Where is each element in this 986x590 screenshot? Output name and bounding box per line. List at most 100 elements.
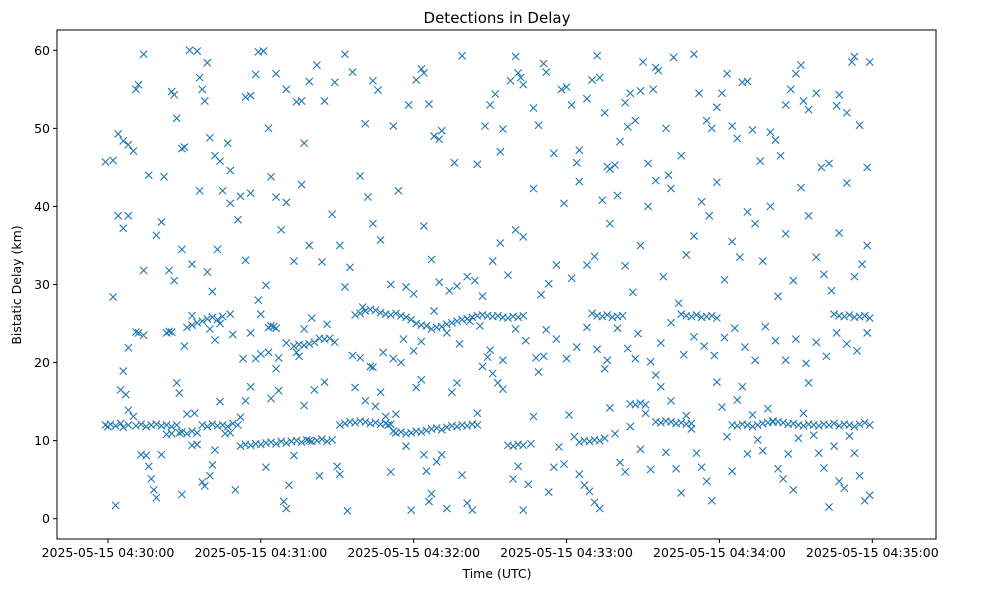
data-point bbox=[488, 257, 497, 266]
data-point bbox=[361, 396, 370, 405]
data-point bbox=[473, 421, 482, 430]
data-point bbox=[216, 319, 225, 328]
data-point bbox=[239, 354, 247, 363]
data-point bbox=[226, 310, 235, 319]
data-point bbox=[109, 156, 118, 165]
data-point bbox=[863, 163, 872, 172]
data-point bbox=[582, 260, 591, 269]
data-point bbox=[478, 362, 487, 371]
data-point bbox=[825, 421, 833, 430]
data-point bbox=[514, 313, 523, 322]
data-point bbox=[437, 126, 446, 135]
data-point bbox=[470, 276, 479, 285]
data-point bbox=[307, 314, 316, 323]
data-point bbox=[562, 83, 571, 91]
data-point bbox=[511, 225, 520, 234]
data-point bbox=[661, 448, 670, 457]
data-point bbox=[526, 439, 535, 448]
data-point bbox=[371, 418, 380, 427]
data-point bbox=[761, 322, 770, 331]
data-point bbox=[297, 180, 306, 189]
data-point bbox=[613, 324, 622, 333]
data-point bbox=[193, 318, 202, 327]
data-point bbox=[830, 419, 839, 428]
data-point bbox=[633, 329, 642, 338]
data-point bbox=[203, 314, 212, 323]
data-point bbox=[116, 419, 125, 428]
data-point bbox=[198, 421, 207, 430]
data-point bbox=[119, 367, 128, 376]
data-point bbox=[305, 77, 314, 86]
data-point bbox=[743, 207, 752, 216]
data-point bbox=[139, 331, 148, 340]
data-point bbox=[748, 410, 757, 419]
data-point bbox=[697, 463, 706, 472]
data-point bbox=[386, 280, 395, 289]
data-point bbox=[447, 388, 456, 397]
data-point bbox=[317, 435, 326, 444]
data-point bbox=[292, 348, 301, 357]
data-point bbox=[223, 139, 232, 148]
data-point bbox=[424, 100, 433, 109]
data-point bbox=[241, 256, 250, 265]
data-point bbox=[463, 499, 472, 508]
data-point bbox=[631, 116, 640, 125]
data-point bbox=[167, 328, 176, 337]
data-point bbox=[422, 426, 431, 435]
data-point bbox=[177, 490, 186, 499]
data-point bbox=[348, 68, 357, 77]
y-tick-label: 20 bbox=[34, 355, 50, 370]
data-point bbox=[473, 409, 482, 418]
data-point bbox=[689, 50, 698, 59]
data-point bbox=[165, 327, 174, 336]
data-point bbox=[119, 136, 128, 145]
y-tick-label: 0 bbox=[42, 511, 50, 526]
data-point bbox=[419, 221, 428, 230]
data-point bbox=[692, 310, 701, 319]
data-point bbox=[376, 236, 385, 244]
data-point bbox=[282, 504, 291, 513]
data-point bbox=[399, 335, 408, 344]
data-point bbox=[814, 421, 823, 430]
data-point bbox=[723, 69, 732, 78]
data-point bbox=[205, 325, 214, 333]
data-point bbox=[267, 438, 276, 447]
data-point bbox=[111, 501, 120, 510]
data-point bbox=[689, 232, 698, 241]
data-point bbox=[491, 90, 500, 99]
data-point bbox=[124, 421, 133, 430]
data-point bbox=[850, 52, 859, 61]
data-point bbox=[391, 309, 400, 318]
data-point bbox=[177, 144, 186, 153]
data-point bbox=[152, 493, 161, 502]
data-point bbox=[830, 442, 839, 451]
data-point bbox=[233, 215, 242, 224]
data-point bbox=[182, 410, 191, 419]
data-point bbox=[351, 418, 360, 427]
data-point bbox=[106, 420, 115, 429]
data-point bbox=[267, 172, 276, 181]
data-point bbox=[274, 353, 283, 362]
data-point bbox=[394, 186, 403, 195]
data-point bbox=[636, 86, 645, 95]
data-point bbox=[236, 413, 245, 422]
data-point bbox=[621, 98, 630, 107]
data-point bbox=[376, 388, 385, 397]
data-point bbox=[317, 257, 326, 266]
data-point bbox=[267, 321, 276, 330]
data-point bbox=[539, 59, 548, 68]
data-point bbox=[661, 124, 670, 133]
data-point bbox=[417, 337, 426, 346]
data-point bbox=[424, 497, 433, 506]
data-point bbox=[124, 343, 133, 352]
data-point bbox=[473, 160, 482, 169]
data-point bbox=[453, 282, 461, 291]
data-point bbox=[289, 257, 298, 266]
data-point bbox=[542, 68, 551, 77]
data-point bbox=[442, 328, 451, 337]
data-point bbox=[289, 451, 298, 460]
data-point bbox=[379, 348, 388, 357]
data-point bbox=[312, 61, 321, 70]
data-point bbox=[478, 292, 487, 301]
data-point bbox=[144, 171, 153, 180]
